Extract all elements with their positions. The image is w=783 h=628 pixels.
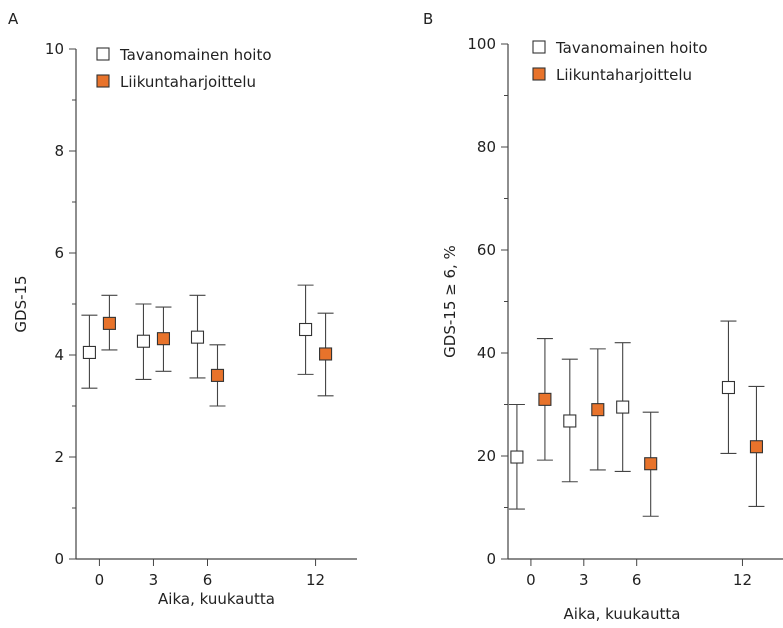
y-axis-label: GDS-15 ≥ 6, % xyxy=(441,245,459,358)
legend-label: Liikuntaharjoittelu xyxy=(556,66,692,84)
series-tavanomainen-hoito xyxy=(508,320,737,510)
y-tick-label: 6 xyxy=(54,244,64,262)
data-point xyxy=(102,316,116,330)
data-point xyxy=(563,414,577,428)
legend-label: Liikuntaharjoittelu xyxy=(120,73,256,91)
data-point xyxy=(510,450,524,464)
y-tick-label: 0 xyxy=(486,550,496,568)
x-tick-label: 3 xyxy=(579,571,589,589)
x-tick-label: 12 xyxy=(306,571,325,589)
y-tick-label: 40 xyxy=(477,344,496,362)
y-tick-label: 80 xyxy=(477,138,496,156)
series-liikuntaharjoittelu xyxy=(536,338,765,517)
data-point xyxy=(616,400,630,414)
data-point xyxy=(319,347,333,361)
y-tick-label: 8 xyxy=(54,142,64,160)
data-point xyxy=(591,403,605,417)
legend: Tavanomainen hoito Liikuntaharjoittelu xyxy=(532,39,708,84)
legend-label: Tavanomainen hoito xyxy=(119,46,272,64)
y-tick-label: 60 xyxy=(477,241,496,259)
data-point xyxy=(136,334,151,348)
x-tick-label: 12 xyxy=(733,571,752,589)
y-tick-label: 0 xyxy=(54,550,64,568)
data-point xyxy=(749,440,764,454)
y-tick-label: 10 xyxy=(45,40,64,58)
panel-a: A 0 2 4 6 8 10 0 3 6 12 Aika, kuukautta GDS-15 Tavano… xyxy=(8,10,357,608)
legend-swatch xyxy=(532,40,546,54)
y-tick-label: 4 xyxy=(54,346,64,364)
data-point xyxy=(156,332,171,346)
panel-b: B 0 20 40 60 80 100 0 3 6 12 Aika, kuukautta GDS-15 … xyxy=(423,10,783,623)
legend-label: Tavanomainen hoito xyxy=(555,39,708,57)
x-tick-label: 0 xyxy=(526,571,536,589)
data-point xyxy=(721,380,736,395)
data-point xyxy=(538,392,552,406)
x-tick-label: 0 xyxy=(95,571,105,589)
y-tick-label: 100 xyxy=(467,35,496,53)
data-point xyxy=(299,322,313,337)
legend-swatch xyxy=(96,74,110,88)
x-axis-label: Aika, kuukautta xyxy=(158,590,275,608)
x-tick-label: 3 xyxy=(149,571,159,589)
data-point xyxy=(644,457,658,471)
x-axis-label: Aika, kuukautta xyxy=(564,605,681,623)
data-point xyxy=(82,345,96,360)
legend-swatch xyxy=(532,67,546,81)
data-point xyxy=(210,368,225,382)
y-tick-label: 20 xyxy=(477,447,496,465)
legend: Tavanomainen hoito Liikuntaharjoittelu xyxy=(96,46,272,91)
y-tick-label: 2 xyxy=(54,448,64,466)
legend-swatch xyxy=(96,47,110,61)
x-tick-label: 6 xyxy=(203,571,213,589)
series-tavanomainen-hoito xyxy=(81,284,314,389)
series-liikuntaharjoittelu xyxy=(101,294,334,407)
data-point xyxy=(190,330,205,344)
x-tick-label: 6 xyxy=(632,571,642,589)
panel-label: A xyxy=(8,10,19,28)
y-axis-label: GDS-15 xyxy=(12,275,30,332)
panel-label: B xyxy=(423,10,433,28)
